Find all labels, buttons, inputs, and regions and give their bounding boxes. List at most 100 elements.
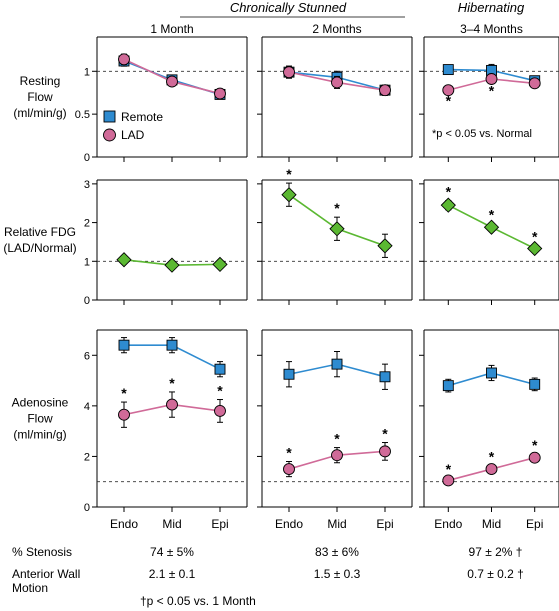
data-point-fdg xyxy=(483,219,500,235)
data-point-fdg xyxy=(281,187,297,203)
footer-value: 2.1 ± 0.1 xyxy=(149,567,196,581)
y-axis-label-flow: Flow xyxy=(27,90,53,104)
group-header-stunned: Chronically Stunned xyxy=(230,0,347,15)
data-point-lad xyxy=(442,84,455,97)
data-point-fdg xyxy=(377,238,393,254)
data-point-lad xyxy=(442,474,455,487)
data-point-lad xyxy=(166,398,178,411)
data-point-fdg xyxy=(116,252,132,268)
data-point-remote xyxy=(214,363,226,375)
data-point-fdg xyxy=(164,257,180,273)
significance-star: * xyxy=(489,206,495,222)
footer-note: †p < 0.05 vs. 1 Month xyxy=(140,594,256,608)
x-tick-label-epi: Epi xyxy=(376,517,393,531)
x-tick-label-epi: Epi xyxy=(526,517,543,531)
footer-value: 1.5 ± 0.3 xyxy=(314,567,361,581)
data-point-remote xyxy=(166,339,178,351)
footer-label-anterior-wall: Anterior Wall xyxy=(12,567,80,581)
data-point-lad xyxy=(214,87,226,100)
column-title-1-month: 1 Month xyxy=(150,22,193,36)
legend-marker-remote xyxy=(103,110,116,123)
significance-star: * xyxy=(532,228,538,244)
data-point-lad xyxy=(331,76,343,89)
data-point-lad xyxy=(379,445,391,458)
data-point-lad xyxy=(331,449,343,462)
y-tick-label: 0 xyxy=(84,295,90,307)
y-axis-label-lad-normal: (LAD/Normal) xyxy=(3,241,76,255)
x-tick-label-endo: Endo xyxy=(434,517,462,531)
y-tick-label: 0 xyxy=(84,152,90,164)
footer-value: 74 ± 5% xyxy=(150,545,194,559)
significance-star: * xyxy=(217,383,223,399)
y-tick-label: 1 xyxy=(84,256,90,268)
y-tick-label: 1 xyxy=(84,66,90,78)
data-point-lad xyxy=(485,73,498,85)
data-point-remote xyxy=(331,358,343,370)
y-tick-label: 2 xyxy=(84,218,90,230)
y-axis-label-relative-fdg: Relative FDG xyxy=(4,225,76,239)
significance-star: * xyxy=(489,82,495,98)
data-point-fdg xyxy=(329,221,345,237)
data-point-fdg xyxy=(527,240,543,257)
significance-star: * xyxy=(489,448,495,464)
y-axis-label-adenosine: Adenosine xyxy=(12,396,69,410)
footer-label-motion: Motion xyxy=(12,581,48,595)
significance-note: *p < 0.05 vs. Normal xyxy=(432,128,532,140)
data-point-lad xyxy=(118,53,130,66)
data-point-lad xyxy=(485,463,498,476)
group-header-hibernating: Hibernating xyxy=(458,0,525,15)
significance-star: * xyxy=(169,375,175,391)
y-axis-label-ml-min-g: (ml/min/g) xyxy=(13,428,66,442)
y-tick-label: 6 xyxy=(84,350,90,362)
significance-star: * xyxy=(532,437,538,453)
data-point-lad xyxy=(528,77,541,90)
significance-star: * xyxy=(334,431,340,447)
significance-star: * xyxy=(446,184,452,200)
data-point-fdg xyxy=(440,197,456,213)
footer-label-stenosis: % Stenosis xyxy=(12,545,72,559)
data-point-lad xyxy=(283,463,295,476)
x-tick-label-epi: Epi xyxy=(211,517,228,531)
data-point-lad xyxy=(118,408,130,421)
footer-value: 83 ± 6% xyxy=(315,545,359,559)
footer-value: 97 ± 2% † xyxy=(469,545,523,559)
significance-star: * xyxy=(334,200,340,216)
data-point-remote xyxy=(283,368,295,380)
significance-star: * xyxy=(121,385,127,401)
y-axis-label-flow: Flow xyxy=(27,412,53,426)
column-title-2-months: 2 Months xyxy=(312,22,361,36)
y-tick-label: 4 xyxy=(84,401,90,413)
legend-label-lad: LAD xyxy=(121,128,145,142)
significance-star: * xyxy=(382,426,388,442)
significance-star: * xyxy=(446,461,452,477)
x-tick-label-endo: Endo xyxy=(110,517,138,531)
data-point-remote xyxy=(379,371,391,383)
y-axis-label-ml-min-g: (ml/min/g) xyxy=(13,106,66,120)
column-title-3-4-months: 3–4 Months xyxy=(460,22,523,36)
legend-label-remote: Remote xyxy=(121,110,163,124)
data-point-remote xyxy=(442,380,454,392)
x-tick-label-mid: Mid xyxy=(327,517,346,531)
legend-marker-lad xyxy=(103,128,116,142)
y-tick-label: 0.5 xyxy=(75,109,90,121)
y-tick-label: 2 xyxy=(84,451,90,463)
data-point-remote xyxy=(486,367,497,379)
significance-star: * xyxy=(286,166,292,182)
data-point-lad xyxy=(166,75,178,88)
data-point-remote xyxy=(118,339,130,351)
x-tick-label-endo: Endo xyxy=(275,517,303,531)
data-point-remote xyxy=(529,378,541,390)
significance-star: * xyxy=(286,444,292,460)
data-point-lad xyxy=(528,451,541,464)
x-tick-label-mid: Mid xyxy=(482,517,501,531)
significance-star: * xyxy=(446,93,452,109)
y-tick-label: 3 xyxy=(84,179,90,191)
data-point-lad xyxy=(214,404,226,417)
data-point-lad xyxy=(283,66,295,79)
footer-value: 0.7 ± 0.2 † xyxy=(467,567,524,581)
y-axis-label-resting: Resting xyxy=(20,74,61,88)
data-point-remote xyxy=(442,64,454,76)
x-tick-label-mid: Mid xyxy=(162,517,181,531)
data-point-lad xyxy=(379,84,391,97)
